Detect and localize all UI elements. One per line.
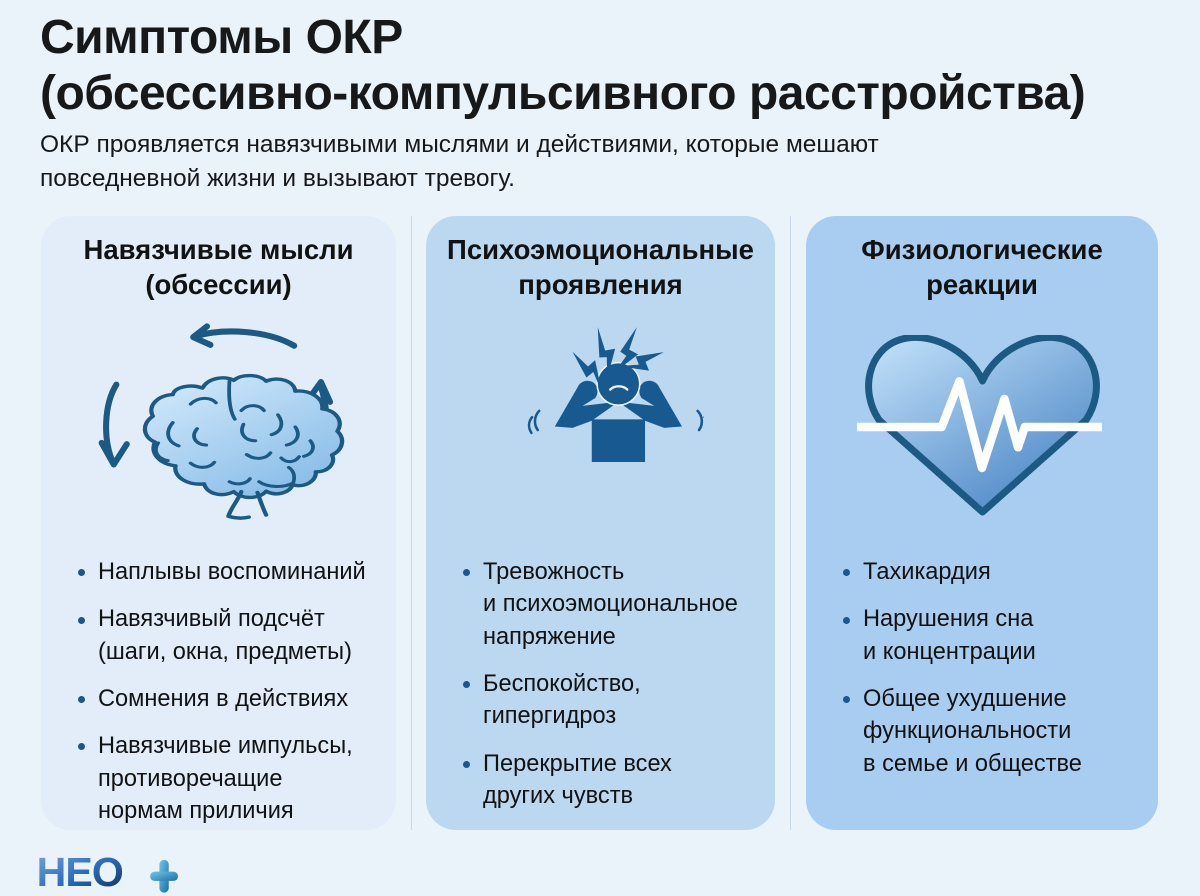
svg-text:HEO: HEO [37,849,123,895]
